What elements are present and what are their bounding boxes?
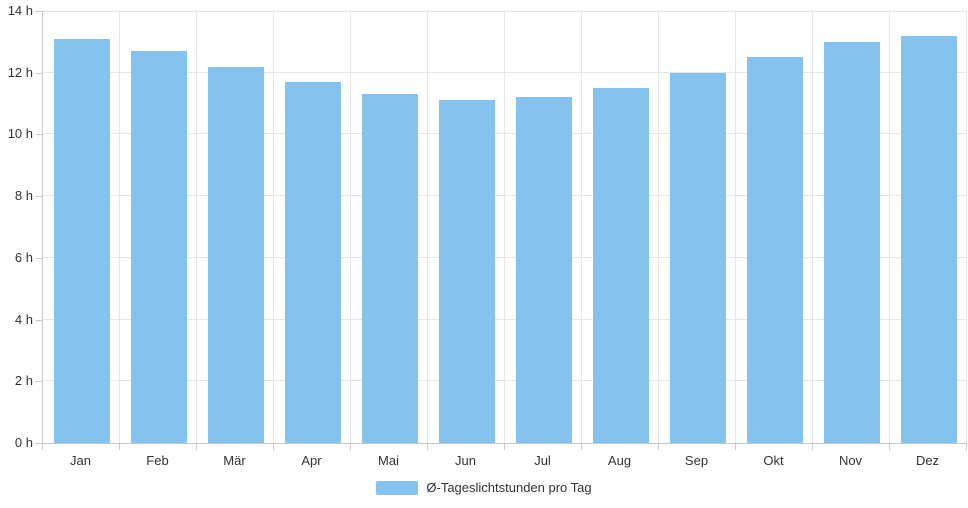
x-gridline bbox=[735, 11, 736, 443]
x-axis-tick-mark bbox=[966, 444, 967, 450]
y-axis-tick-mark bbox=[36, 134, 42, 136]
x-axis-tick-mark bbox=[119, 444, 120, 450]
y-axis-tick-mark bbox=[36, 196, 42, 198]
y-gridline bbox=[43, 11, 967, 12]
x-gridline bbox=[273, 11, 274, 443]
x-axis-label: Feb bbox=[146, 453, 169, 468]
y-axis-tick-mark bbox=[36, 381, 42, 383]
plot-area bbox=[42, 11, 967, 444]
bar-dez[interactable] bbox=[901, 36, 957, 443]
x-gridline bbox=[812, 11, 813, 443]
y-axis-tick-label: 0 h bbox=[14, 435, 33, 450]
x-axis-label: Nov bbox=[838, 453, 863, 468]
x-axis-tick-mark bbox=[504, 444, 505, 450]
bar-jun[interactable] bbox=[439, 100, 495, 443]
x-axis-label: Okt bbox=[763, 453, 784, 468]
bar-sep[interactable] bbox=[670, 73, 726, 443]
y-axis-tick-label: 4 h bbox=[14, 311, 33, 327]
x-axis-label: Jun bbox=[455, 453, 476, 468]
x-gridline bbox=[966, 11, 967, 443]
x-axis-tick-mark bbox=[658, 444, 659, 450]
bar-nov[interactable] bbox=[824, 42, 880, 443]
x-gridline bbox=[658, 11, 659, 443]
bar-mär[interactable] bbox=[208, 67, 264, 443]
x-axis-tick-mark bbox=[812, 444, 813, 450]
y-axis-tick-label: 2 h bbox=[14, 373, 33, 389]
x-axis-tick-mark bbox=[427, 444, 428, 450]
x-gridline bbox=[889, 11, 890, 443]
x-gridline bbox=[427, 11, 428, 443]
bar-jul[interactable] bbox=[516, 97, 572, 443]
x-axis-label: Dez bbox=[915, 453, 940, 468]
x-axis-tick-mark bbox=[735, 444, 736, 450]
y-gridline bbox=[43, 380, 967, 382]
x-axis-tick-mark bbox=[42, 444, 43, 450]
bar-mai[interactable] bbox=[362, 94, 418, 443]
x-gridline bbox=[196, 11, 197, 443]
y-axis-tick-label: 14 h bbox=[7, 3, 33, 18]
x-gridline bbox=[350, 11, 351, 443]
x-axis-label: Sep bbox=[684, 453, 709, 468]
y-gridline bbox=[43, 318, 967, 320]
y-gridline bbox=[43, 256, 967, 258]
x-gridline bbox=[119, 11, 120, 443]
x-axis-label: Mär bbox=[223, 453, 246, 468]
y-axis-tick-mark bbox=[36, 11, 42, 12]
bar-aug[interactable] bbox=[593, 88, 649, 443]
legend-label: Ø-Tageslichtstunden pro Tag bbox=[426, 480, 592, 495]
y-gridline bbox=[43, 133, 967, 135]
bar-apr[interactable] bbox=[285, 82, 341, 443]
x-gridline bbox=[581, 11, 582, 443]
x-axis-label: Jan bbox=[70, 453, 91, 468]
y-axis-tick-mark bbox=[36, 319, 42, 321]
y-axis-tick-label: 8 h bbox=[14, 188, 33, 204]
y-gridline bbox=[43, 71, 967, 73]
bar-okt[interactable] bbox=[747, 57, 803, 443]
x-axis-label: Mai bbox=[378, 453, 399, 468]
y-axis-tick-mark bbox=[36, 72, 42, 74]
legend-swatch-icon bbox=[376, 481, 419, 495]
x-axis-label: Jul bbox=[534, 453, 551, 468]
y-axis-tick-label: 6 h bbox=[14, 249, 33, 265]
x-axis-label: Apr bbox=[301, 453, 322, 468]
x-axis-tick-mark bbox=[350, 444, 351, 450]
x-axis-tick-mark bbox=[581, 444, 582, 450]
bar-feb[interactable] bbox=[131, 51, 187, 443]
y-axis-tick-label: 12 h bbox=[7, 64, 33, 80]
y-axis-tick-label: 10 h bbox=[7, 126, 33, 142]
x-axis-tick-mark bbox=[889, 444, 890, 450]
x-gridline bbox=[504, 11, 505, 443]
x-axis-tick-mark bbox=[273, 444, 274, 450]
y-gridline bbox=[43, 195, 967, 197]
x-axis-label: Aug bbox=[607, 453, 632, 468]
legend-item[interactable]: Ø-Tageslichtstunden pro Tag bbox=[0, 480, 968, 496]
bar-jan[interactable] bbox=[54, 39, 110, 443]
y-axis-tick-mark bbox=[36, 443, 42, 444]
x-axis-tick-mark bbox=[196, 444, 197, 450]
y-axis-tick-mark bbox=[36, 257, 42, 259]
